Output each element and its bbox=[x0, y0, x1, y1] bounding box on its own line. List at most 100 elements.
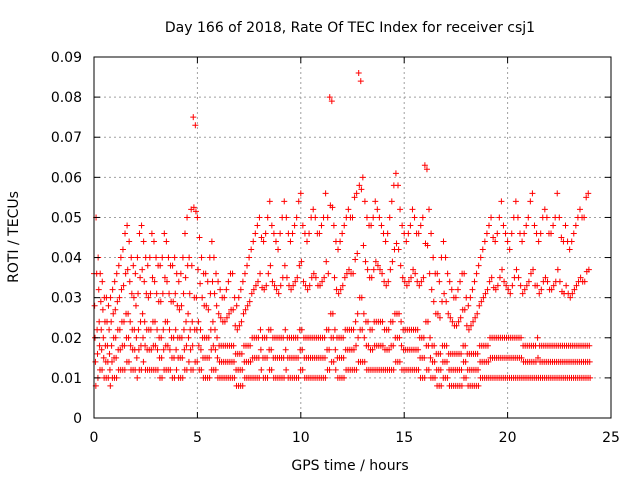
data-point bbox=[148, 346, 155, 353]
data-point-mid bbox=[120, 318, 127, 325]
data-point-high bbox=[500, 222, 507, 229]
data-point bbox=[586, 358, 593, 365]
data-point-high bbox=[275, 246, 282, 253]
data-point bbox=[350, 270, 357, 277]
data-point-mid bbox=[108, 342, 115, 349]
data-point-mid bbox=[420, 334, 427, 341]
data-point-high bbox=[368, 222, 375, 229]
data-point bbox=[396, 334, 403, 341]
data-point bbox=[355, 334, 362, 341]
data-point bbox=[427, 354, 434, 361]
data-point bbox=[298, 258, 305, 265]
data-point bbox=[252, 282, 259, 289]
data-point bbox=[421, 354, 428, 361]
data-point bbox=[416, 282, 423, 289]
data-point-high bbox=[163, 238, 170, 245]
data-point-high bbox=[312, 214, 319, 221]
data-point bbox=[467, 322, 474, 329]
data-point-mid bbox=[385, 326, 392, 333]
data-point-high bbox=[492, 238, 499, 245]
data-point bbox=[267, 262, 274, 269]
data-point-high bbox=[417, 222, 424, 229]
y-tick-label: 0.08 bbox=[51, 90, 82, 106]
data-point-high bbox=[409, 206, 416, 213]
data-point-high bbox=[415, 230, 422, 237]
data-point-high bbox=[165, 254, 172, 261]
x-tick-label: 15 bbox=[395, 430, 413, 446]
data-point bbox=[496, 274, 503, 281]
data-point bbox=[499, 266, 506, 273]
data-point bbox=[399, 274, 406, 281]
data-point bbox=[211, 290, 218, 297]
data-point bbox=[304, 286, 311, 293]
data-point bbox=[269, 278, 276, 285]
data-point-low bbox=[330, 358, 337, 365]
data-point-mid bbox=[369, 326, 376, 333]
data-point bbox=[112, 306, 119, 313]
y-tick-label: 0 bbox=[73, 411, 82, 427]
data-point bbox=[534, 282, 541, 289]
data-point-high bbox=[469, 286, 476, 293]
x-tick-label: 25 bbox=[602, 430, 620, 446]
data-point bbox=[240, 310, 247, 317]
data-point bbox=[187, 346, 194, 353]
data-point-high bbox=[351, 194, 358, 201]
data-point bbox=[151, 278, 158, 285]
data-point-high bbox=[550, 222, 557, 229]
data-point bbox=[205, 306, 212, 313]
data-point-high bbox=[392, 170, 399, 177]
data-point bbox=[335, 290, 342, 297]
data-point bbox=[275, 290, 282, 297]
data-point bbox=[317, 282, 324, 289]
data-point-high bbox=[330, 222, 337, 229]
data-point bbox=[295, 354, 302, 361]
data-point bbox=[461, 306, 468, 313]
data-point-high bbox=[184, 214, 191, 221]
data-point bbox=[395, 246, 402, 253]
y-axis-label: ROTI / TECUs bbox=[6, 191, 22, 283]
data-point-high bbox=[407, 222, 414, 229]
data-point-high bbox=[454, 286, 461, 293]
data-point bbox=[431, 358, 438, 365]
data-point-mid bbox=[437, 350, 444, 357]
data-point-mid bbox=[282, 326, 289, 333]
data-point-mid bbox=[360, 310, 367, 317]
data-point bbox=[350, 346, 357, 353]
data-point-mid bbox=[358, 294, 365, 301]
data-point-high bbox=[179, 254, 186, 261]
data-point-low bbox=[194, 358, 201, 365]
data-point bbox=[492, 286, 499, 293]
data-point-high bbox=[239, 278, 246, 285]
data-point-high bbox=[107, 294, 114, 301]
data-point-high bbox=[457, 278, 464, 285]
data-point bbox=[424, 242, 431, 249]
data-point-mid bbox=[263, 334, 270, 341]
data-point bbox=[226, 310, 233, 317]
data-point bbox=[135, 346, 142, 353]
data-point bbox=[248, 290, 255, 297]
x-tick-label: 20 bbox=[499, 430, 517, 446]
data-point bbox=[95, 286, 102, 293]
data-point-high bbox=[97, 270, 104, 277]
data-point-high bbox=[461, 270, 468, 277]
data-point bbox=[264, 354, 271, 361]
data-point-high bbox=[556, 214, 563, 221]
data-point-high bbox=[186, 254, 193, 261]
data-point-mid bbox=[238, 350, 245, 357]
data-point-high bbox=[384, 230, 391, 237]
data-point bbox=[567, 294, 574, 301]
data-point-high bbox=[465, 302, 472, 309]
data-point bbox=[94, 350, 101, 357]
data-point-high bbox=[126, 238, 133, 245]
data-point-mid bbox=[474, 350, 481, 357]
data-point bbox=[453, 322, 460, 329]
data-point bbox=[321, 354, 328, 361]
data-point bbox=[173, 346, 180, 353]
data-point-mid bbox=[209, 318, 216, 325]
data-point bbox=[121, 342, 128, 349]
data-point-high bbox=[477, 254, 484, 261]
data-point bbox=[377, 266, 384, 273]
data-point bbox=[283, 274, 290, 281]
data-point-high bbox=[378, 222, 385, 229]
